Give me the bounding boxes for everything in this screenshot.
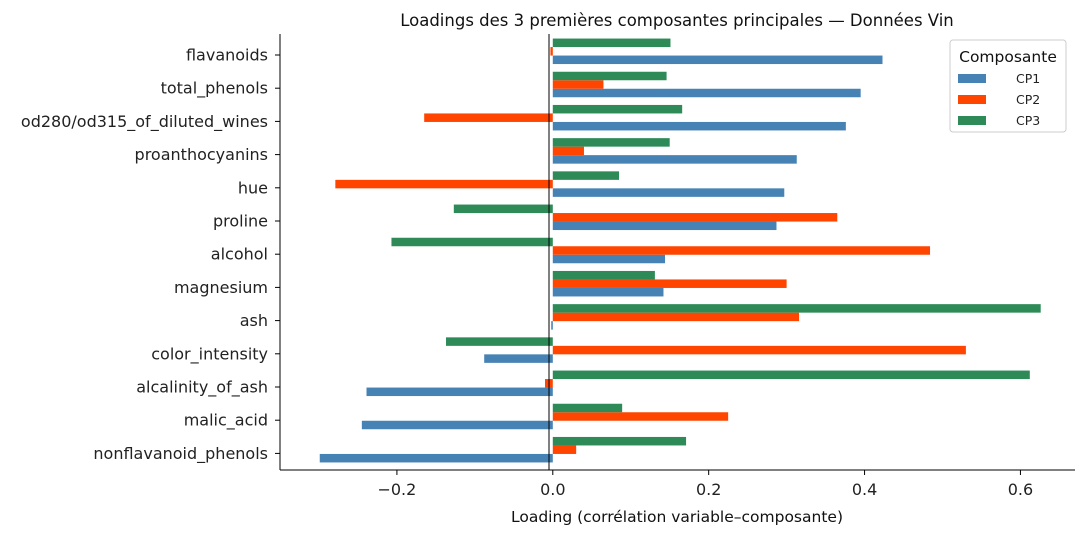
y-tick-label: proanthocyanins bbox=[135, 145, 268, 164]
legend-swatch-cp2 bbox=[958, 95, 986, 104]
bar-cp1-proanthocyanins bbox=[552, 155, 797, 164]
y-tick-label: magnesium bbox=[174, 278, 268, 297]
bar-cp3-nonflavanoid-phenols bbox=[552, 436, 687, 446]
legend-label-cp3: CP3 bbox=[1016, 113, 1040, 128]
bar-cp1-magnesium bbox=[552, 287, 664, 297]
legend-box bbox=[949, 39, 1067, 133]
bar-cp2-flavanoids bbox=[550, 47, 553, 56]
y-tick-label: alcalinity_of_ash bbox=[136, 378, 268, 398]
legend-label-cp1: CP1 bbox=[1016, 71, 1040, 86]
x-axis: −0.2 0.0 0.2 0.4 0.6 bbox=[377, 470, 1033, 499]
bar-cp2-ash bbox=[552, 312, 800, 322]
bar-cp3-flavanoids bbox=[552, 38, 671, 48]
bar-cp1-ash bbox=[551, 321, 553, 330]
y-tick-label: malic_acid bbox=[184, 411, 268, 431]
bar-cp1-alcohol bbox=[552, 254, 666, 264]
bar-cp3-alcalinity-of-ash bbox=[552, 370, 1030, 380]
bar-cp2-od280-od315-of-diluted-wines bbox=[424, 113, 553, 122]
bar-cp1-od280-od315-of-diluted-wines bbox=[552, 121, 846, 131]
bar-cp1-total-phenols bbox=[552, 88, 861, 98]
bar-cp3-hue bbox=[552, 171, 620, 180]
legend-label-cp2: CP2 bbox=[1016, 92, 1040, 107]
bar-cp1-nonflavanoid-phenols bbox=[319, 453, 553, 463]
bar-cp3-magnesium bbox=[552, 270, 655, 280]
bar-cp2-nonflavanoid-phenols bbox=[552, 445, 577, 454]
x-tick-label: −0.2 bbox=[377, 480, 416, 499]
bar-cp2-proanthocyanins bbox=[552, 146, 584, 156]
bar-cp3-malic-acid bbox=[552, 403, 623, 413]
bar-cp2-malic-acid bbox=[552, 412, 729, 421]
x-tick-label: 0.6 bbox=[1008, 480, 1033, 499]
bar-cp1-hue bbox=[552, 188, 785, 197]
bar-cp1-alcalinity-of-ash bbox=[366, 387, 553, 397]
bar-cp2-proline bbox=[552, 213, 838, 222]
x-axis-title: Loading (corrélation variable–composante… bbox=[511, 508, 843, 526]
bar-cp3-alcohol bbox=[391, 237, 553, 247]
legend-swatch-cp1 bbox=[958, 74, 986, 83]
y-tick-label: alcohol bbox=[211, 245, 268, 264]
bar-cp3-total-phenols bbox=[552, 71, 667, 81]
bar-cp1-color-intensity bbox=[484, 354, 553, 363]
y-tick-label: flavanoids bbox=[186, 46, 268, 65]
y-tick-label: color_intensity bbox=[151, 344, 268, 364]
y-tick-label: hue bbox=[238, 178, 268, 197]
x-tick-label: 0.0 bbox=[540, 480, 565, 499]
x-tick-label: 0.4 bbox=[852, 480, 877, 499]
y-tick-label: od280/od315_of_diluted_wines bbox=[21, 112, 268, 132]
legend-swatch-cp3 bbox=[958, 116, 986, 125]
bar-cp1-flavanoids bbox=[552, 55, 883, 65]
bar-cp2-total-phenols bbox=[552, 80, 604, 89]
legend: Composante CP1 CP2 CP3 bbox=[949, 39, 1067, 133]
y-tick-label: ash bbox=[240, 311, 268, 330]
bar-cp3-od280-od315-of-diluted-wines bbox=[552, 104, 683, 114]
plot-area bbox=[319, 38, 1041, 463]
bar-cp2-color-intensity bbox=[552, 345, 966, 355]
y-tick-label: total_phenols bbox=[161, 79, 268, 99]
bar-cp3-proanthocyanins bbox=[552, 138, 670, 147]
bar-cp2-magnesium bbox=[552, 279, 787, 288]
bar-cp2-alcohol bbox=[552, 246, 931, 255]
bar-cp3-color-intensity bbox=[446, 337, 553, 346]
y-tick-label: proline bbox=[213, 212, 268, 231]
legend-title: Composante bbox=[959, 48, 1057, 66]
chart-title: Loadings des 3 premières composantes pri… bbox=[400, 11, 954, 30]
y-axis: flavanoids total_phenols od280/od315_of_di… bbox=[21, 46, 280, 464]
bar-cp1-proline bbox=[552, 221, 777, 231]
bar-cp2-hue bbox=[335, 179, 553, 189]
x-tick-label: 0.2 bbox=[696, 480, 721, 499]
bar-cp3-proline bbox=[453, 204, 553, 214]
bar-cp3-ash bbox=[552, 304, 1041, 313]
bar-cp1-malic-acid bbox=[361, 420, 553, 430]
legend-items: CP1 CP2 CP3 bbox=[958, 71, 1040, 128]
y-tick-label: nonflavanoid_phenols bbox=[93, 444, 268, 464]
